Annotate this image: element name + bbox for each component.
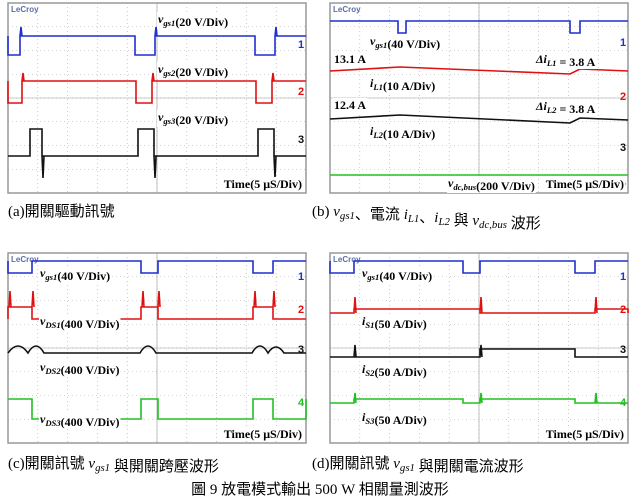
text-part: 與開關電流波形 <box>415 458 524 475</box>
channel-marker: 1 <box>620 37 626 49</box>
subscript: gs1 <box>374 40 387 50</box>
variable: Δi <box>535 52 548 66</box>
time-scale: Time(5 μS/Div) <box>224 177 302 191</box>
text-part: 與開關跨壓波形 <box>110 458 219 475</box>
text-part: 、電流 <box>355 206 404 223</box>
brand: LeCroy <box>11 5 39 14</box>
text-part: (50 A/Div) <box>374 413 426 427</box>
channel-marker: 3 <box>620 344 626 356</box>
subscript: S1 <box>365 320 374 330</box>
subscript: DS1 <box>44 320 60 330</box>
channel-marker: 1 <box>620 271 626 283</box>
text-part: (20 V/Div) <box>175 65 228 79</box>
subscript: dc,bus <box>453 182 476 192</box>
text-part: (40 V/Div) <box>379 269 432 283</box>
channel-marker: 3 <box>298 344 304 356</box>
text-part: = 3.8 A <box>556 55 595 69</box>
subscript: L1 <box>407 213 419 225</box>
brand: LeCroy <box>333 5 361 14</box>
waveform-label: 13.1 A <box>334 52 366 66</box>
figure: 圖 9 放電模式輸出 500 W 相關量測波形 LeCroy123vgs1(20… <box>0 0 640 502</box>
subscript: gs1 <box>340 210 355 222</box>
text-part: (10 A/Div) <box>383 79 435 93</box>
subscript: L2 <box>437 216 450 228</box>
figure-caption: 圖 9 放電模式輸出 500 W 相關量測波形 <box>191 481 449 498</box>
text-part: (20 V/Div) <box>175 15 228 29</box>
channel-marker: 3 <box>620 142 626 154</box>
text-part: = 3.8 A <box>556 102 595 116</box>
text-part: 、 <box>419 210 434 226</box>
time-scale: Time(5 μS/Div) <box>224 427 302 441</box>
text-part: 與 <box>450 212 473 229</box>
subscript: L1 <box>546 58 557 68</box>
subscript: gs1 <box>162 18 175 28</box>
text-part: (400 V/Div) <box>61 363 120 377</box>
text-part: (10 A/Div) <box>383 127 435 141</box>
text-part: 13.1 A <box>334 52 366 66</box>
text-part: (50 A/Div) <box>374 365 426 379</box>
channel-marker: 2 <box>298 86 304 98</box>
channel-marker: 1 <box>298 39 304 51</box>
text-part: (400 V/Div) <box>61 317 120 331</box>
subscript: DS2 <box>44 366 61 376</box>
text-part: 波形 <box>507 215 541 232</box>
channel-marker: 4 <box>620 397 627 409</box>
panel-caption: (a)開關驅動訊號 <box>8 203 115 220</box>
subscript: gs1 <box>44 272 57 282</box>
waveform-label: 12.4 A <box>334 98 366 112</box>
subscript: gs1 <box>400 462 415 474</box>
text-part: (a)開關驅動訊號 <box>8 203 115 220</box>
brand: LeCroy <box>333 255 361 264</box>
channel-marker: 4 <box>298 397 305 409</box>
subscript: gs1 <box>366 272 379 282</box>
subscript: DS3 <box>44 418 61 428</box>
text-part: (d)開關訊號 <box>312 455 393 472</box>
channel-marker: 2 <box>620 304 626 316</box>
text-part: (400 V/Div) <box>61 415 120 429</box>
panel-caption: (b) vgs1、電流 iL1、iL2 與 vdc,bus 波形 <box>312 204 541 232</box>
brand: LeCroy <box>11 255 39 264</box>
subscript: gs2 <box>162 68 176 78</box>
channel-marker: 2 <box>298 304 304 316</box>
text-part: (40 V/Div) <box>57 269 110 283</box>
text-part: 12.4 A <box>334 98 366 112</box>
text-part: (50 A/Div) <box>374 317 426 331</box>
channel-marker: 2 <box>620 91 626 103</box>
panel-caption: (d)開關訊號 vgs1 與開關電流波形 <box>312 455 524 475</box>
text-part: (40 V/Div) <box>387 37 440 51</box>
time-scale: Time(5 μS/Div) <box>546 177 624 191</box>
text-part: (200 V/Div) <box>476 179 535 193</box>
subscript: L2 <box>546 105 557 115</box>
text-part: (20 V/Div) <box>175 113 228 127</box>
text-part: (b) <box>312 204 333 220</box>
scope-panel: LeCroy1234vgs1(40 V/Div)iS1(50 A/Div)iS2… <box>330 253 628 443</box>
text-part: (c)開關訊號 <box>8 455 88 472</box>
panel-caption: (c)開關訊號 vgs1 與開關跨壓波形 <box>8 455 219 475</box>
channel-marker: 3 <box>298 134 304 146</box>
variable: Δi <box>535 99 548 113</box>
time-scale: Time(5 μS/Div) <box>546 427 624 441</box>
subscript: gs1 <box>95 462 110 474</box>
subscript: dc,bus <box>479 219 507 231</box>
subscript: L2 <box>372 130 383 140</box>
subscript: gs3 <box>162 116 176 126</box>
channel-marker: 1 <box>298 271 304 283</box>
subscript: L1 <box>372 82 383 92</box>
